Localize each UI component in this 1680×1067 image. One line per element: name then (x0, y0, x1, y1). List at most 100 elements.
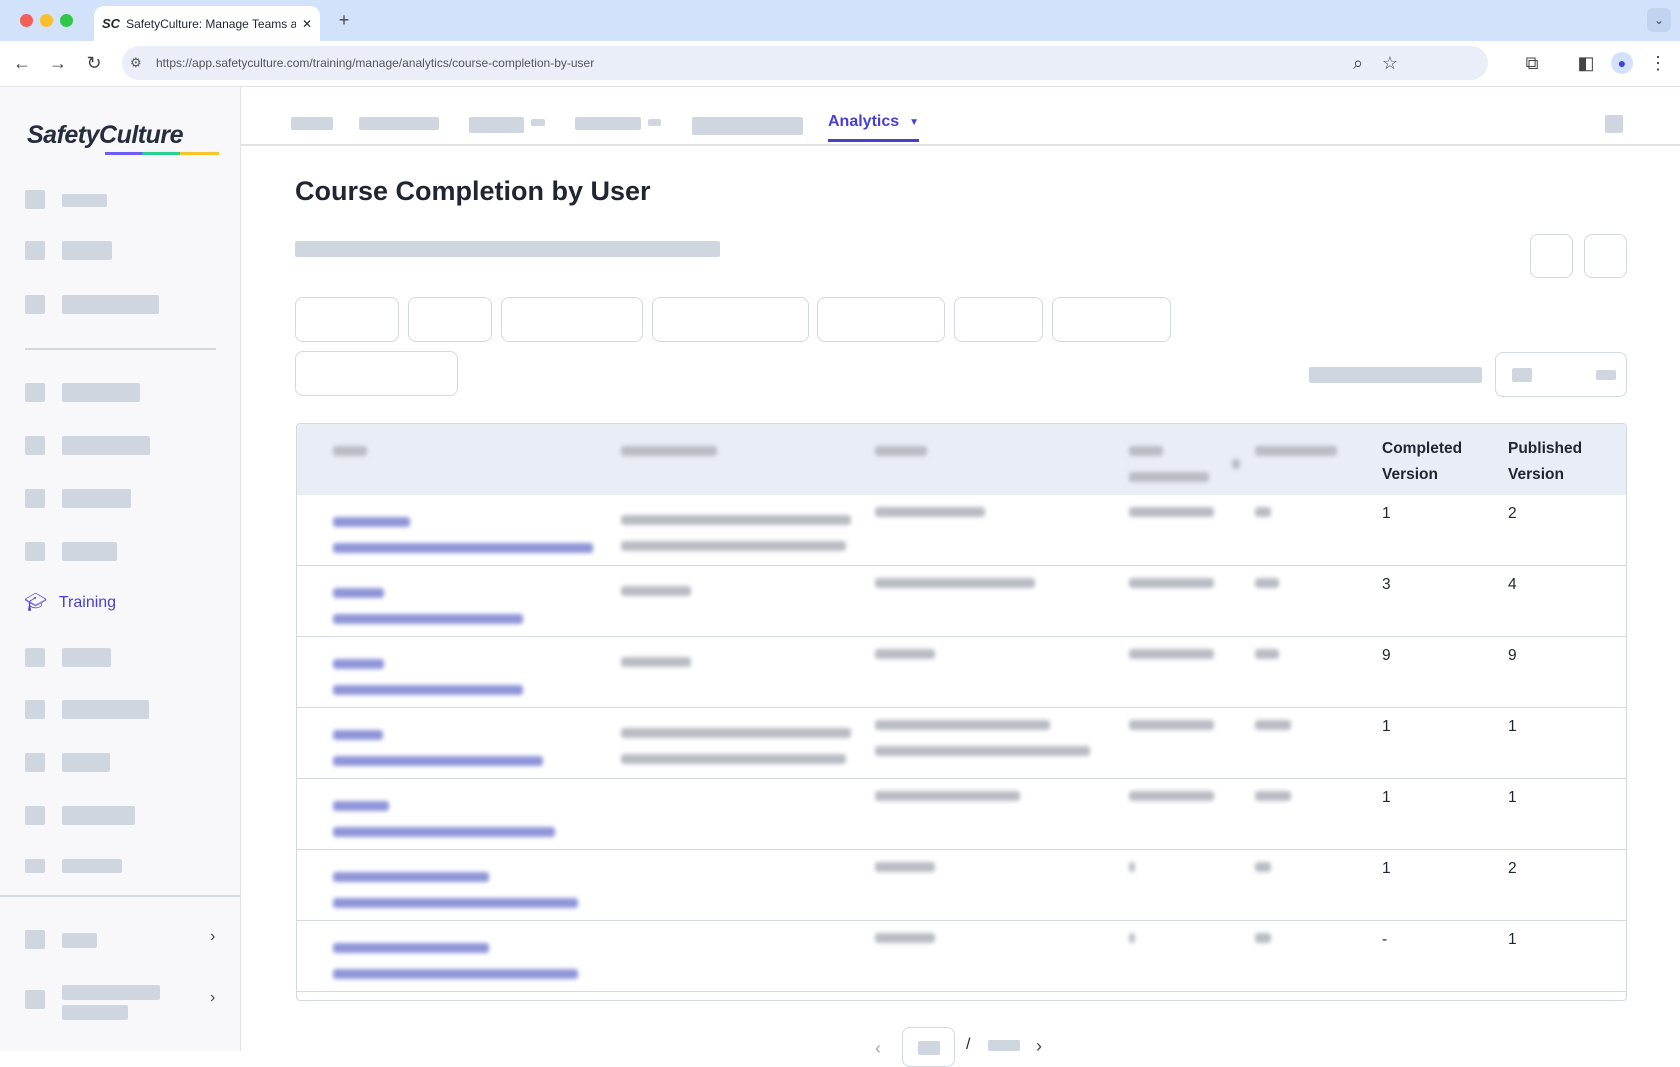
nav-item[interactable] (62, 700, 149, 719)
previous-page-icon[interactable]: ‹ (875, 1038, 881, 1058)
filter-button[interactable] (295, 351, 458, 396)
filter-button[interactable] (817, 297, 945, 342)
tab-list-icon[interactable]: ⌄ (1647, 8, 1671, 32)
user-name-link[interactable] (333, 588, 385, 598)
new-tab-icon[interactable]: + (338, 10, 350, 30)
reload-icon[interactable]: ↻ (86, 53, 102, 73)
filter-button[interactable] (652, 297, 809, 342)
profile-avatar-icon[interactable]: ● (1611, 52, 1633, 74)
nav-icon[interactable] (25, 436, 45, 455)
chevron-right-icon[interactable]: › (210, 928, 216, 945)
nav-item[interactable] (62, 383, 140, 402)
nav-icon[interactable] (25, 930, 45, 949)
table-row[interactable]: 1 1 (297, 708, 1626, 779)
nav-item[interactable] (62, 985, 160, 1000)
side-panel-icon[interactable]: ◧ (1577, 53, 1595, 73)
column-header-published-version[interactable]: Published Version (1508, 440, 1583, 483)
table-row[interactable]: 3 4 (297, 566, 1626, 637)
filter-button[interactable] (501, 297, 643, 342)
forward-icon[interactable]: → (49, 53, 67, 73)
column-header-completed-version[interactable]: Completed Version (1382, 440, 1463, 483)
nav-icon[interactable] (25, 542, 45, 561)
menu-kebab-icon[interactable]: ⋮ (1649, 53, 1667, 73)
column-header[interactable] (621, 446, 717, 456)
table-row[interactable]: 1 1 (297, 779, 1626, 850)
user-name-link[interactable] (333, 517, 411, 527)
nav-icon[interactable] (25, 753, 45, 772)
column-header[interactable] (1255, 446, 1337, 456)
maximize-window-button[interactable] (60, 14, 73, 27)
nav-item[interactable] (62, 806, 135, 825)
nav-item[interactable] (62, 194, 107, 207)
user-name-link[interactable] (333, 872, 490, 882)
nav-tab[interactable] (575, 117, 641, 130)
close-tab-icon[interactable]: ✕ (301, 16, 312, 31)
filter-button[interactable] (954, 297, 1043, 342)
tab-analytics[interactable]: Analytics ▼ (828, 113, 920, 142)
view-options-button[interactable] (1495, 352, 1627, 397)
back-icon[interactable]: ← (13, 53, 31, 73)
user-email-link[interactable] (333, 827, 555, 837)
action-button[interactable] (1530, 234, 1573, 278)
nav-icon[interactable] (25, 241, 45, 260)
nav-item[interactable] (62, 648, 111, 667)
safetyculture-logo[interactable]: SafetyCulture (27, 121, 219, 155)
sidebar-item-training[interactable]: 🎓︎ Training (24, 592, 116, 613)
user-email-link[interactable] (333, 543, 593, 553)
table-row[interactable]: - 1 (297, 921, 1626, 992)
user-name-link[interactable] (333, 730, 384, 740)
nav-tab[interactable] (359, 117, 439, 130)
user-email-link[interactable] (333, 969, 578, 979)
nav-icon[interactable] (25, 489, 45, 508)
user-name-link[interactable] (333, 801, 390, 811)
nav-item[interactable] (62, 295, 159, 314)
zoom-icon[interactable]: ⌕ (1352, 53, 1364, 73)
nav-icon[interactable] (25, 806, 45, 825)
nav-tab[interactable] (469, 117, 524, 133)
user-email-link[interactable] (333, 756, 543, 766)
filter-button[interactable] (295, 297, 399, 342)
nav-item[interactable] (62, 489, 131, 508)
nav-item[interactable] (62, 933, 97, 948)
next-page-icon[interactable]: › (1036, 1036, 1042, 1056)
nav-icon[interactable] (25, 990, 45, 1009)
nav-action-icon[interactable] (1605, 115, 1623, 133)
nav-item[interactable] (62, 859, 122, 873)
close-window-button[interactable] (20, 14, 33, 27)
user-email-link[interactable] (333, 614, 523, 624)
nav-icon[interactable] (25, 383, 45, 402)
table-row[interactable]: 1 2 (297, 495, 1626, 566)
nav-item[interactable] (62, 241, 112, 260)
filter-button[interactable] (408, 297, 492, 342)
nav-item[interactable] (62, 436, 150, 455)
extensions-icon[interactable]: ⧉ (1525, 53, 1539, 73)
column-header[interactable] (333, 446, 367, 456)
nav-item[interactable] (62, 542, 117, 561)
table-row[interactable]: 1 2 (297, 850, 1626, 921)
column-header[interactable] (1129, 446, 1163, 456)
chevron-right-icon[interactable]: › (210, 989, 216, 1006)
browser-tab[interactable]: SC SafetyCulture: Manage Teams and... ✕ (94, 6, 320, 41)
nav-item[interactable] (62, 753, 110, 772)
nav-icon[interactable] (25, 700, 45, 719)
sort-icon[interactable] (1232, 459, 1240, 469)
user-email-link[interactable] (333, 685, 523, 695)
user-email-link[interactable] (333, 898, 578, 908)
filter-button[interactable] (1052, 297, 1171, 342)
table-row[interactable]: 9 9 (297, 637, 1626, 708)
site-settings-icon[interactable]: ⚙ (130, 55, 142, 70)
nav-tab[interactable] (692, 117, 803, 135)
user-name-link[interactable] (333, 943, 490, 953)
bookmark-star-icon[interactable]: ☆ (1381, 53, 1399, 73)
user-name-link[interactable] (333, 659, 385, 669)
address-bar[interactable]: ⚙ https://app.safetyculture.com/training… (122, 46, 1488, 80)
action-button[interactable] (1584, 234, 1627, 278)
nav-icon[interactable] (25, 295, 45, 314)
nav-icon[interactable] (25, 859, 45, 873)
nav-icon[interactable] (25, 648, 45, 667)
page-input[interactable] (902, 1027, 955, 1067)
column-header[interactable] (875, 446, 927, 456)
nav-tab[interactable] (291, 117, 333, 130)
nav-icon[interactable] (25, 190, 45, 209)
minimize-window-button[interactable] (40, 14, 53, 27)
